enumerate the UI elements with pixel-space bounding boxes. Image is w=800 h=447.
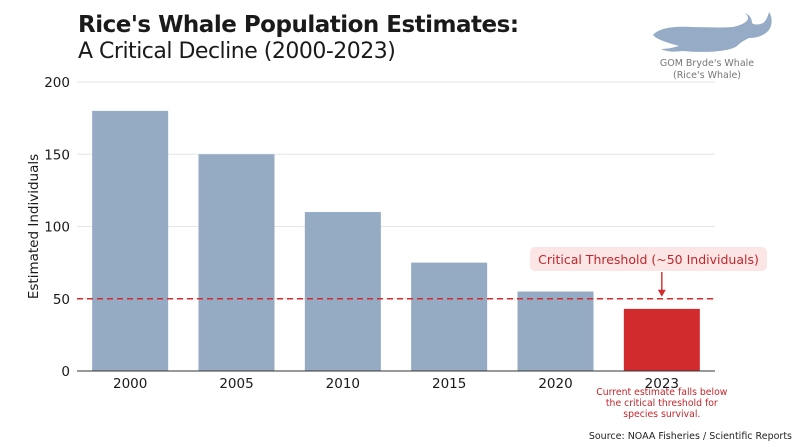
- bar-2023: [623, 308, 700, 371]
- threshold-label-box: [530, 247, 767, 271]
- x-tick-label: 2023: [645, 376, 679, 392]
- whale-silhouette: [653, 12, 772, 52]
- x-tick-label: 2000: [113, 376, 147, 392]
- whale-caption-line1: GOM Bryde's Whale: [659, 58, 755, 69]
- bar-2020: [517, 291, 594, 371]
- y-tick-label: 150: [44, 147, 70, 163]
- chart-title: Rice's Whale Population Estimates:: [78, 12, 519, 38]
- y-tick-label: 100: [44, 220, 70, 236]
- threshold-annotation: Critical Threshold (~50 Individuals) Curr…: [77, 247, 767, 420]
- y-tick-label: 0: [61, 364, 70, 380]
- axes: 0 50 100 150 200 Estimated Individuals 2000 200…: [26, 75, 715, 392]
- bar-2005: [198, 154, 275, 371]
- y-tick-label: 200: [44, 75, 70, 91]
- chart-subtitle: A Critical Decline (2000-2023): [78, 39, 396, 64]
- bar-2000: [92, 110, 169, 372]
- threshold-arrow-head: [657, 289, 666, 297]
- x-tick-label: 2010: [326, 376, 360, 392]
- bar-2010: [304, 212, 381, 371]
- y-tick-label: 50: [53, 292, 70, 308]
- threshold-label: Critical Threshold (~50 Individuals): [538, 252, 759, 267]
- note-line: the critical threshold for: [606, 398, 718, 409]
- source-note: Source: NOAA Fisheries / Scientific Repo…: [588, 431, 792, 442]
- note-line: Current estimate falls below: [596, 387, 728, 398]
- bars: [92, 110, 700, 372]
- y-axis-title: Estimated Individuals: [26, 154, 42, 299]
- x-tick-label: 2020: [538, 376, 572, 392]
- note-line: species survival.: [623, 409, 700, 420]
- x-tick-label: 2005: [219, 376, 253, 392]
- whale-caption-line2: (Rice's Whale): [672, 70, 742, 81]
- bar-2015: [411, 262, 488, 371]
- whale-icon: [653, 12, 772, 52]
- whale-caption: GOM Bryde's Whale (Rice's Whale): [648, 58, 766, 82]
- x-tick-label: 2015: [432, 376, 466, 392]
